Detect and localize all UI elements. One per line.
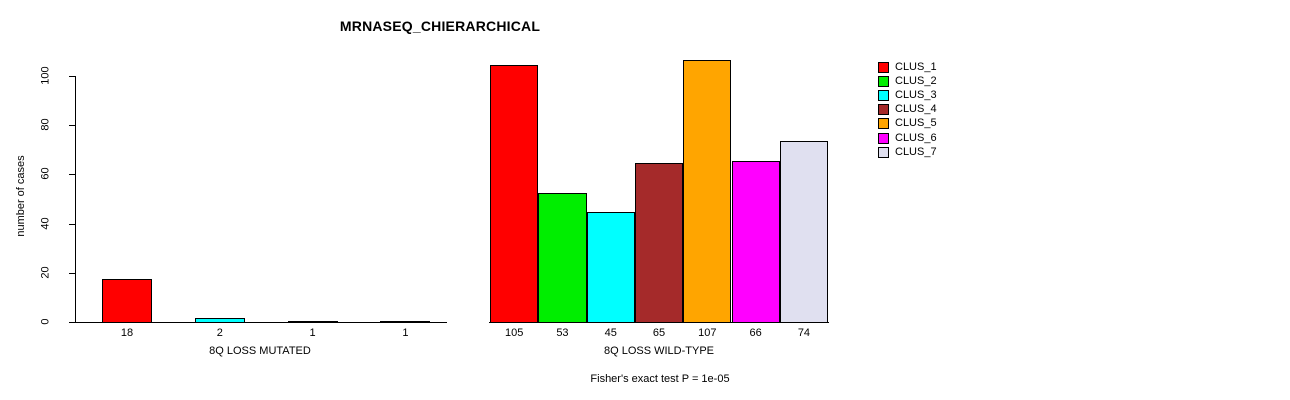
bar-value-label: 107 bbox=[698, 327, 717, 339]
legend-item-clus_5[interactable]: CLUS_5 bbox=[878, 117, 998, 131]
statistical-test-annotation: Fisher's exact test P = 1e-05 bbox=[590, 373, 730, 385]
legend-item-clus_7[interactable]: CLUS_7 bbox=[878, 145, 998, 159]
bar-value-label: 74 bbox=[797, 327, 811, 339]
legend-item-label: CLUS_1 bbox=[895, 60, 937, 73]
bar-value-label: 18 bbox=[120, 327, 134, 339]
y-tick-mark bbox=[69, 223, 76, 225]
bar bbox=[634, 163, 684, 323]
legend-swatch-icon bbox=[878, 132, 889, 144]
legend-swatch-icon bbox=[878, 61, 889, 73]
legend-item-label: CLUS_3 bbox=[895, 88, 937, 101]
bar-value-label: 1 bbox=[309, 327, 316, 339]
bar bbox=[102, 278, 152, 323]
bar-value-label: 65 bbox=[652, 327, 666, 339]
y-tick-mark bbox=[69, 322, 76, 323]
right-panel-axis-title: 8Q LOSS WILD-TYPE bbox=[603, 345, 715, 357]
legend-item-clus_4[interactable]: CLUS_4 bbox=[878, 103, 998, 117]
left-panel-baseline bbox=[75, 322, 447, 323]
bar bbox=[683, 59, 732, 323]
left-panel-bars bbox=[0, 40, 1290, 323]
bar bbox=[731, 160, 780, 323]
legend-item-label: CLUS_2 bbox=[895, 74, 937, 87]
legend-item-clus_1[interactable]: CLUS_1 bbox=[878, 60, 998, 74]
legend-swatch-icon bbox=[878, 75, 889, 87]
legend-item-label: CLUS_6 bbox=[895, 131, 937, 144]
legend-swatch-icon bbox=[878, 118, 889, 130]
legend: CLUS_1 CLUS_2 CLUS_3 CLUS_4 CLUS_5 CLUS_6 CLUS… bbox=[878, 60, 998, 159]
legend-item-clus_6[interactable]: CLUS_6 bbox=[878, 131, 998, 145]
bar bbox=[490, 64, 539, 323]
legend-item-label: CLUS_4 bbox=[895, 103, 937, 116]
y-tick-mark bbox=[69, 174, 76, 176]
y-axis-line bbox=[75, 76, 76, 323]
bar bbox=[779, 140, 829, 323]
legend-item-label: CLUS_7 bbox=[895, 145, 937, 158]
bar bbox=[380, 320, 431, 323]
legend-item-label: CLUS_5 bbox=[895, 117, 937, 130]
legend-swatch-icon bbox=[878, 146, 889, 158]
bar bbox=[287, 320, 338, 323]
bar-value-label: 105 bbox=[504, 327, 524, 339]
bar-value-label: 53 bbox=[556, 327, 569, 339]
bar-value-label: 45 bbox=[604, 327, 617, 339]
bar-value-label: 66 bbox=[749, 327, 762, 339]
chart-title: MRNASEQ_CHIERARCHICAL bbox=[339, 18, 541, 34]
y-tick-mark bbox=[69, 272, 76, 274]
right-panel-bars bbox=[0, 40, 1290, 323]
legend-swatch-icon bbox=[878, 104, 889, 116]
bar bbox=[538, 192, 587, 323]
bar-value-label: 1 bbox=[402, 327, 409, 339]
legend-swatch-icon bbox=[878, 89, 889, 101]
bar bbox=[586, 212, 635, 323]
legend-item-clus_2[interactable]: CLUS_2 bbox=[878, 74, 998, 88]
legend-item-clus_3[interactable]: CLUS_3 bbox=[878, 88, 998, 102]
left-panel-axis-title: 8Q LOSS MUTATED bbox=[209, 345, 311, 357]
y-tick-mark bbox=[69, 125, 76, 127]
bar-value-label: 2 bbox=[216, 327, 223, 339]
bar bbox=[194, 318, 245, 323]
y-tick-mark bbox=[69, 76, 76, 77]
